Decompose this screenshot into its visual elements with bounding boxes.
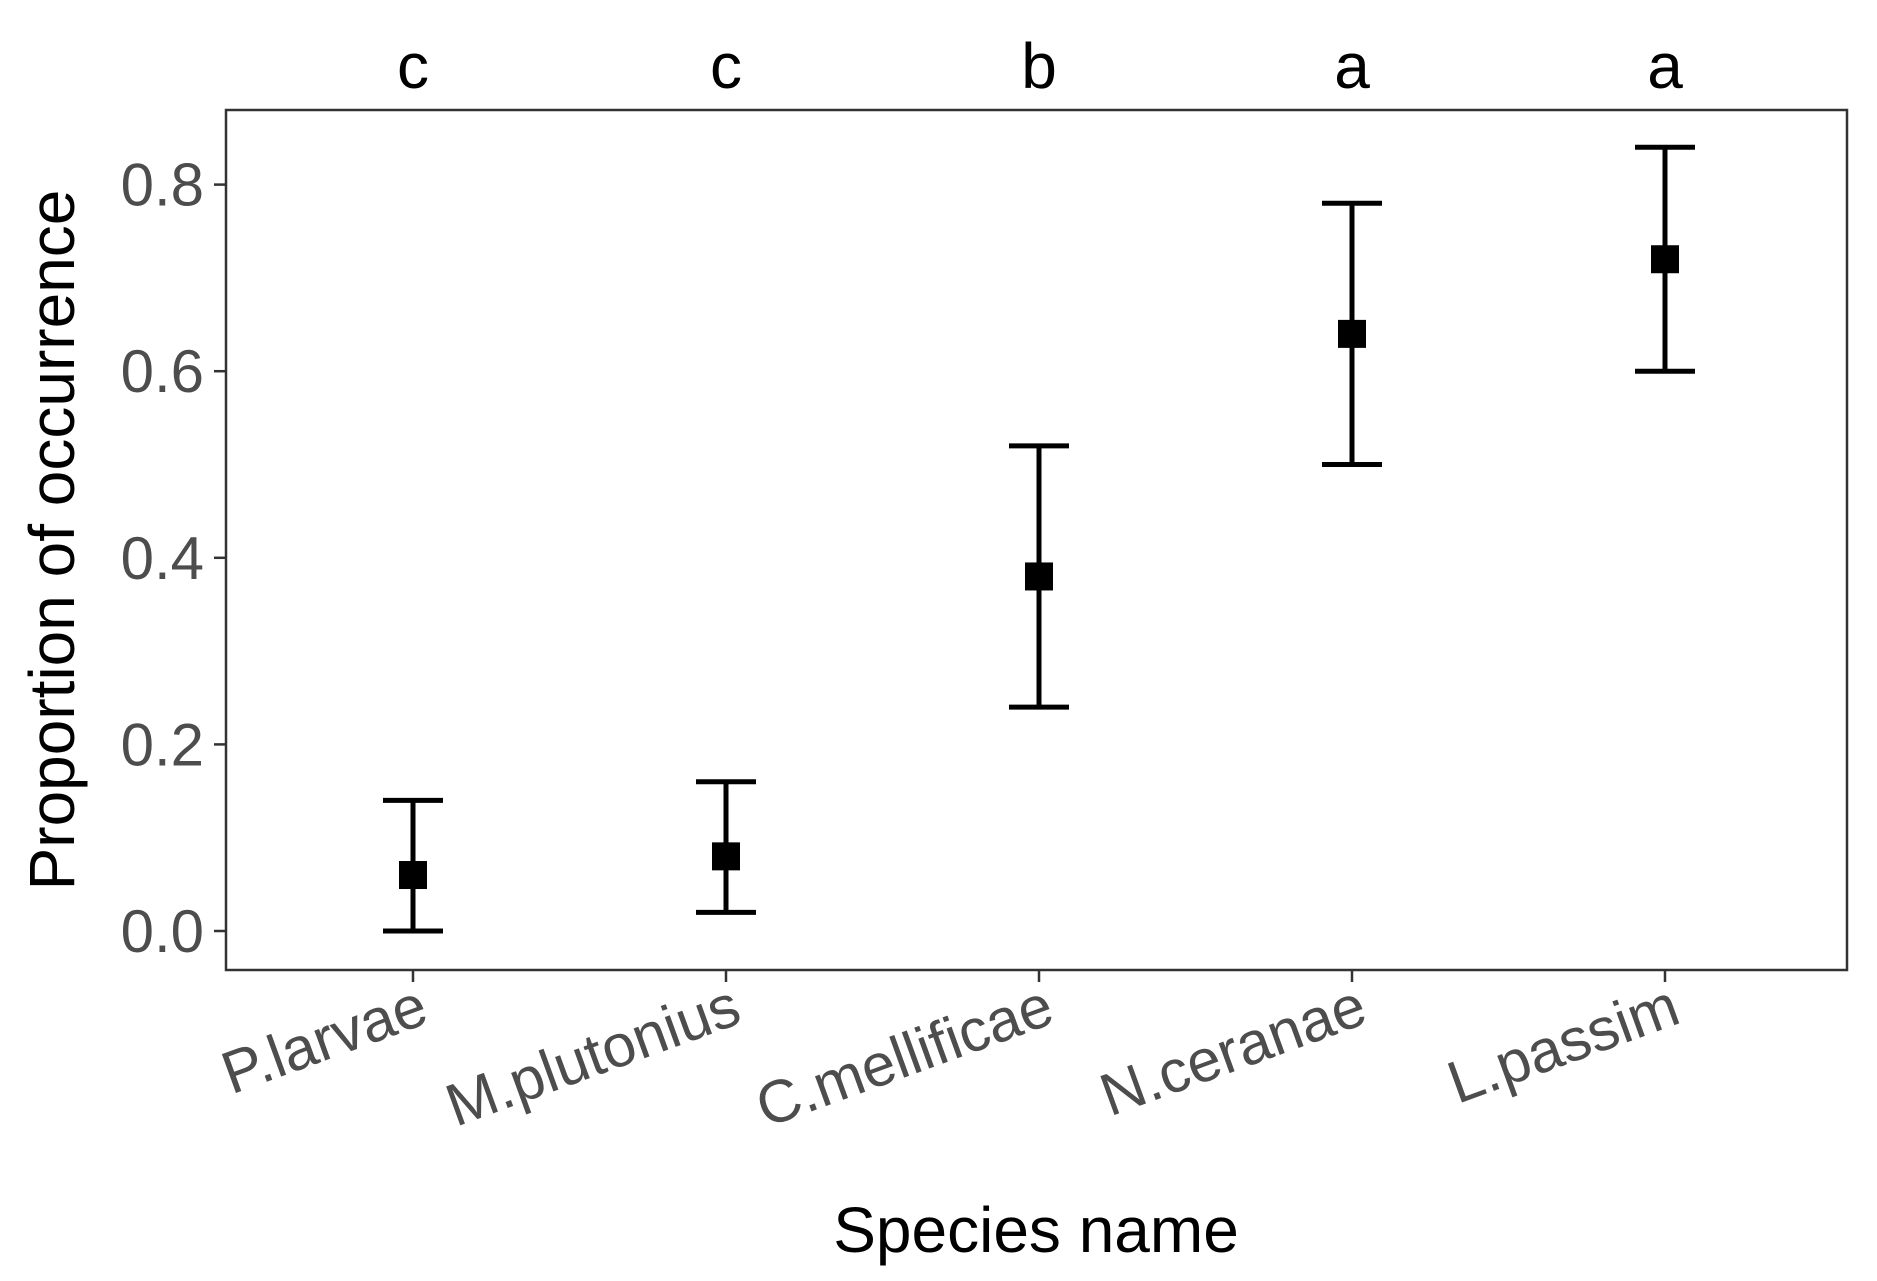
group-letter: c — [397, 30, 429, 102]
y-tick-label: 0.6 — [121, 338, 204, 405]
data-point — [1338, 319, 1366, 348]
y-tick-label: 0.0 — [121, 898, 204, 965]
group-letter: a — [1334, 30, 1370, 102]
data-point — [399, 861, 427, 890]
group-letter: a — [1647, 30, 1683, 102]
y-axis: 0.0 0.2 0.4 0.6 0.8 — [121, 152, 226, 965]
group-letter: c — [710, 30, 742, 102]
y-axis-title: Proportion of occurrence — [16, 190, 88, 891]
points — [399, 245, 1679, 890]
plot-panel-border — [224, 108, 1849, 972]
data-point — [712, 842, 740, 871]
x-axis-title: Species name — [833, 1194, 1239, 1266]
y-tick-label: 0.2 — [121, 711, 204, 778]
y-tick-label: 0.8 — [121, 152, 204, 219]
group-letter: b — [1021, 30, 1057, 102]
data-point — [1025, 562, 1053, 591]
data-point — [1651, 245, 1679, 274]
y-tick-label: 0.4 — [121, 525, 204, 592]
